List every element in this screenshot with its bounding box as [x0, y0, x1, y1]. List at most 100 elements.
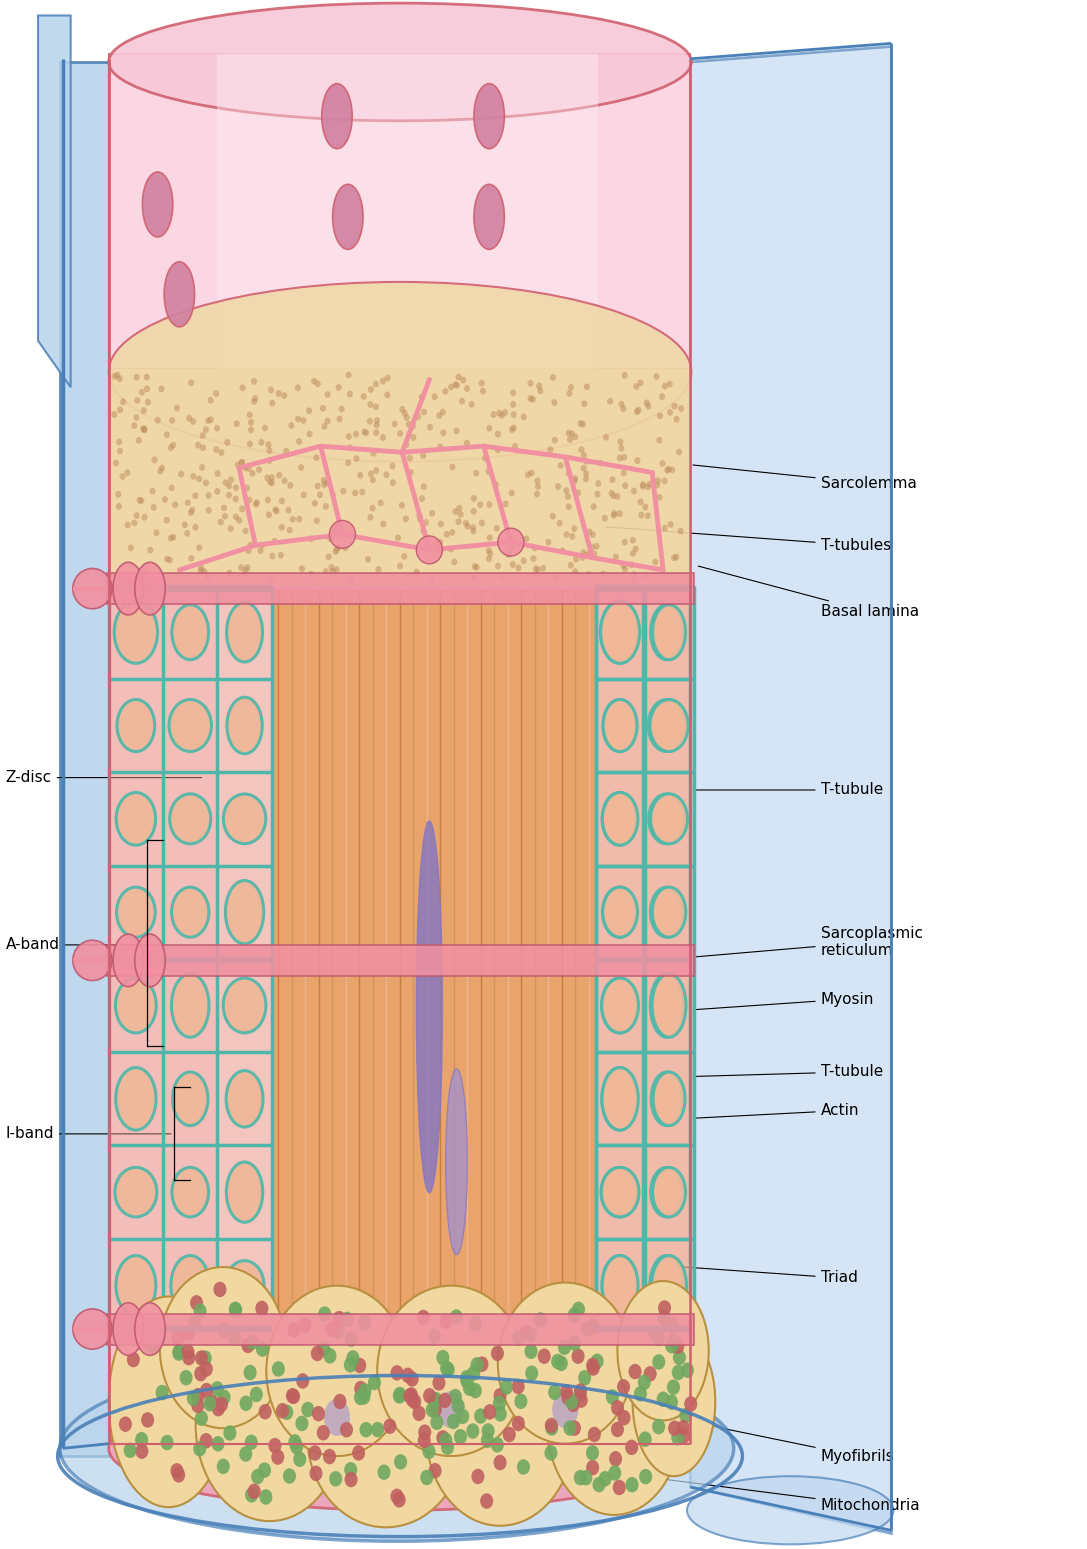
Ellipse shape — [199, 463, 205, 471]
Ellipse shape — [403, 414, 410, 421]
Ellipse shape — [586, 528, 592, 536]
Ellipse shape — [139, 389, 145, 395]
Ellipse shape — [179, 1369, 192, 1385]
Ellipse shape — [324, 1399, 350, 1436]
Ellipse shape — [630, 488, 637, 494]
Ellipse shape — [609, 1451, 622, 1467]
Ellipse shape — [486, 547, 491, 555]
Ellipse shape — [359, 488, 365, 496]
Ellipse shape — [570, 533, 575, 539]
Ellipse shape — [109, 1297, 228, 1507]
Ellipse shape — [283, 1468, 296, 1484]
Ellipse shape — [545, 1445, 558, 1461]
Ellipse shape — [599, 1472, 612, 1487]
Ellipse shape — [611, 513, 616, 519]
Ellipse shape — [325, 418, 330, 424]
Ellipse shape — [109, 3, 691, 121]
Ellipse shape — [336, 384, 341, 390]
Ellipse shape — [517, 1459, 530, 1475]
Ellipse shape — [255, 1341, 268, 1357]
Ellipse shape — [630, 538, 636, 544]
Ellipse shape — [309, 570, 314, 578]
Ellipse shape — [211, 1382, 224, 1397]
Ellipse shape — [401, 553, 408, 559]
Ellipse shape — [547, 1329, 682, 1515]
Ellipse shape — [325, 390, 330, 398]
Ellipse shape — [645, 483, 651, 491]
Ellipse shape — [602, 888, 638, 937]
Ellipse shape — [452, 508, 459, 514]
Ellipse shape — [510, 389, 516, 397]
Ellipse shape — [423, 1444, 436, 1459]
Ellipse shape — [190, 418, 196, 424]
Ellipse shape — [332, 525, 338, 533]
Ellipse shape — [648, 1324, 661, 1340]
Ellipse shape — [239, 384, 246, 392]
Ellipse shape — [233, 496, 239, 502]
Ellipse shape — [367, 471, 374, 477]
Ellipse shape — [448, 545, 454, 553]
Polygon shape — [272, 589, 596, 1332]
Ellipse shape — [557, 520, 563, 527]
Ellipse shape — [512, 1379, 525, 1394]
Ellipse shape — [245, 564, 251, 572]
Ellipse shape — [295, 384, 301, 392]
Ellipse shape — [565, 503, 572, 510]
Ellipse shape — [629, 550, 636, 556]
Ellipse shape — [511, 410, 516, 418]
Ellipse shape — [370, 505, 376, 511]
Ellipse shape — [250, 1386, 263, 1402]
Ellipse shape — [141, 514, 148, 520]
Ellipse shape — [115, 491, 122, 497]
Ellipse shape — [296, 1416, 309, 1431]
Ellipse shape — [259, 1403, 272, 1419]
Ellipse shape — [347, 445, 352, 451]
Ellipse shape — [151, 503, 157, 511]
Ellipse shape — [251, 1468, 264, 1484]
Ellipse shape — [457, 1408, 470, 1424]
Ellipse shape — [453, 381, 460, 389]
Ellipse shape — [73, 568, 112, 609]
Ellipse shape — [598, 460, 603, 466]
Ellipse shape — [299, 565, 305, 572]
Ellipse shape — [340, 488, 347, 494]
Ellipse shape — [474, 184, 504, 249]
Ellipse shape — [510, 561, 516, 568]
Ellipse shape — [673, 1349, 686, 1365]
Ellipse shape — [535, 477, 540, 485]
Ellipse shape — [630, 572, 637, 578]
Ellipse shape — [137, 497, 142, 503]
Ellipse shape — [318, 1306, 332, 1321]
Ellipse shape — [529, 397, 536, 403]
Ellipse shape — [189, 507, 196, 514]
Ellipse shape — [248, 1484, 261, 1499]
Ellipse shape — [474, 564, 479, 570]
Ellipse shape — [527, 380, 534, 387]
Ellipse shape — [392, 1388, 405, 1403]
Ellipse shape — [649, 795, 685, 844]
Ellipse shape — [468, 1317, 482, 1332]
Polygon shape — [109, 62, 690, 1441]
Ellipse shape — [652, 1331, 665, 1346]
Ellipse shape — [492, 1396, 505, 1411]
Ellipse shape — [264, 474, 271, 482]
Ellipse shape — [449, 530, 455, 536]
Ellipse shape — [667, 1380, 680, 1396]
Ellipse shape — [483, 455, 488, 462]
Ellipse shape — [385, 392, 390, 398]
Ellipse shape — [421, 483, 427, 489]
Ellipse shape — [572, 1349, 585, 1365]
Ellipse shape — [112, 373, 117, 380]
Ellipse shape — [567, 1420, 580, 1436]
Ellipse shape — [297, 1372, 310, 1388]
Ellipse shape — [437, 443, 443, 451]
Ellipse shape — [115, 977, 157, 1033]
Ellipse shape — [251, 398, 258, 404]
Ellipse shape — [428, 576, 435, 584]
Ellipse shape — [586, 1445, 599, 1461]
Ellipse shape — [648, 700, 685, 751]
Ellipse shape — [242, 465, 249, 471]
Ellipse shape — [228, 1301, 241, 1317]
Polygon shape — [217, 465, 598, 1425]
Ellipse shape — [520, 1324, 533, 1340]
